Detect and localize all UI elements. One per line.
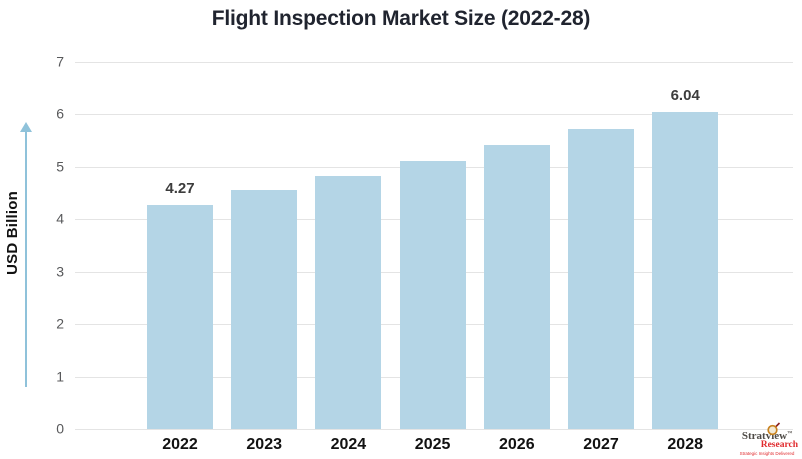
x-label-2026: 2026 xyxy=(499,436,535,453)
x-label-2027: 2027 xyxy=(583,436,619,453)
gridline-6 xyxy=(75,114,793,116)
y-tick-0: 0 xyxy=(56,420,64,437)
y-tick-7: 7 xyxy=(56,53,64,70)
chart-title: Flight Inspection Market Size (2022-28) xyxy=(211,7,591,30)
x-label-2025: 2025 xyxy=(414,436,451,453)
bar-value-label-2028: 6.04 xyxy=(670,87,700,105)
gridline-0 xyxy=(75,429,793,430)
magnifier-icon xyxy=(767,422,781,435)
bar-2026 xyxy=(483,144,550,429)
bar-2028 xyxy=(652,112,719,429)
y-tick-4: 4 xyxy=(56,210,64,227)
y-tick-5: 5 xyxy=(56,158,64,175)
y-tick-6: 6 xyxy=(56,106,64,123)
bar-2025 xyxy=(399,161,466,429)
y-axis-arrow-icon xyxy=(20,122,32,132)
gridline-7 xyxy=(75,62,793,63)
stratview-research-logo: Stratview™ Research Strategic Insights D… xyxy=(735,422,799,457)
logo-brand: Stratview™ xyxy=(735,422,799,443)
plot-area: 0 1 2 3 4 5 6 7 4.27 2022 2023 2024 2025 2026 2027 6.04… xyxy=(56,54,793,453)
x-label-2023: 2023 xyxy=(246,436,282,453)
bar-2024 xyxy=(315,176,382,429)
y-axis-title-text: USD Billion xyxy=(3,190,21,275)
logo-sub-text: Research xyxy=(760,440,798,451)
bar-value-label-2022: 4.27 xyxy=(165,180,195,198)
logo-brand-text: Stratview xyxy=(741,429,788,442)
y-axis-title: USD Billion xyxy=(0,150,24,315)
y-tick-3: 3 xyxy=(56,263,64,280)
y-tick-2: 2 xyxy=(56,315,64,332)
bar-2027 xyxy=(568,129,634,429)
bar-2023 xyxy=(231,190,298,429)
x-label-2024: 2024 xyxy=(330,436,367,453)
bar-2022 xyxy=(147,205,213,429)
x-label-2022: 2022 xyxy=(162,436,198,453)
x-label-2028: 2028 xyxy=(667,436,703,453)
y-axis-arrow-line xyxy=(25,131,27,387)
logo-tm: ™ xyxy=(787,431,793,437)
y-tick-1: 1 xyxy=(56,368,64,385)
logo-tagline: Strategic Insights Delivered xyxy=(739,451,795,457)
